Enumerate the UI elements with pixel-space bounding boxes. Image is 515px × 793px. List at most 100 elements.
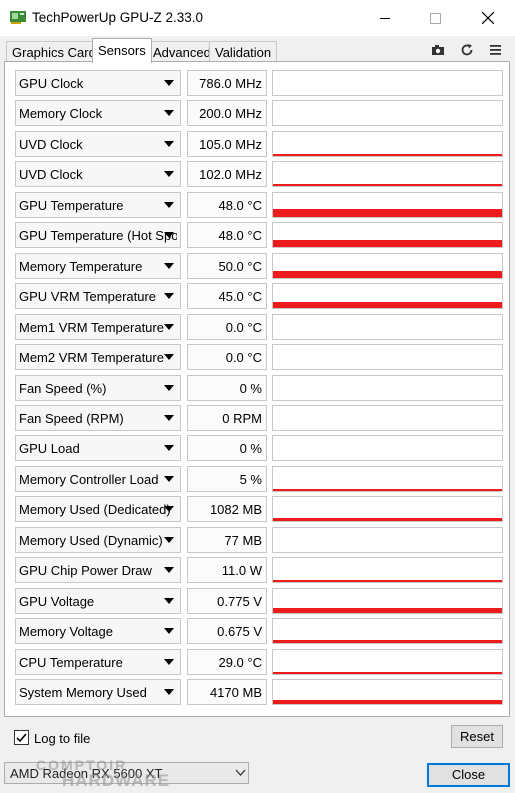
sensor-name-dropdown[interactable]: GPU Voltage — [15, 588, 181, 614]
dropdown-arrow-icon — [164, 80, 174, 86]
maximize-icon — [429, 12, 441, 24]
sensor-value-cell: 48.0 °C — [187, 192, 267, 218]
sensor-graph — [272, 649, 503, 675]
refresh-icon[interactable] — [459, 42, 475, 58]
sensor-row: Fan Speed (RPM) 0 RPM — [15, 405, 503, 431]
tab-advanced[interactable]: Advanced — [147, 41, 217, 62]
dropdown-arrow-icon — [164, 628, 174, 634]
log-to-file-checkbox[interactable] — [14, 730, 29, 745]
sensor-value-cell: 102.0 MHz — [187, 161, 267, 187]
dropdown-arrow-icon — [164, 263, 174, 269]
sensor-name-dropdown[interactable]: Memory Controller Load — [15, 466, 181, 492]
sensor-row: Memory Voltage 0.675 V — [15, 618, 503, 644]
sensor-graph-fill — [273, 240, 502, 247]
sensor-graph — [272, 466, 503, 492]
sensor-value: 77 MB — [224, 533, 262, 548]
sensor-name: UVD Clock — [19, 167, 83, 182]
sensor-value: 5 % — [239, 472, 262, 487]
sensor-value-cell: 1082 MB — [187, 496, 267, 522]
dropdown-arrow-icon — [164, 598, 174, 604]
sensor-name-dropdown[interactable]: Memory Used (Dedicated) — [15, 496, 181, 522]
sensor-graph-fill — [273, 672, 502, 674]
sensor-row: CPU Temperature 29.0 °C — [15, 649, 503, 675]
sensor-row: Memory Controller Load 5 % — [15, 466, 503, 492]
sensor-name-dropdown[interactable]: Mem2 VRM Temperature — [15, 344, 181, 370]
sensor-name-dropdown[interactable]: Fan Speed (RPM) — [15, 405, 181, 431]
sensor-graph-fill — [273, 518, 502, 521]
sensor-name-dropdown[interactable]: GPU Load — [15, 435, 181, 461]
close-button[interactable]: Close — [427, 763, 510, 787]
sensor-value: 50.0 °C — [218, 259, 262, 274]
sensor-graph-fill — [273, 580, 502, 582]
sensor-value-cell: 0 RPM — [187, 405, 267, 431]
sensor-name-dropdown[interactable]: Mem1 VRM Temperature — [15, 314, 181, 340]
sensor-graph — [272, 435, 503, 461]
sensor-value-cell: 29.0 °C — [187, 649, 267, 675]
reset-button[interactable]: Reset — [451, 725, 503, 748]
sensor-value-cell: 11.0 W — [187, 557, 267, 583]
sensor-name-dropdown[interactable]: Memory Temperature — [15, 253, 181, 279]
sensor-graph-fill — [273, 640, 502, 643]
sensor-name-dropdown[interactable]: CPU Temperature — [15, 649, 181, 675]
sensor-name-dropdown[interactable]: Memory Clock — [15, 100, 181, 126]
sensor-graph — [272, 405, 503, 431]
dropdown-arrow-icon — [164, 689, 174, 695]
log-to-file-label[interactable]: Log to file — [34, 731, 91, 746]
sensor-value-cell: 0 % — [187, 435, 267, 461]
sensor-row: GPU Voltage 0.775 V — [15, 588, 503, 614]
sensor-row: Memory Used (Dedicated) 1082 MB — [15, 496, 503, 522]
sensor-name-dropdown[interactable]: GPU VRM Temperature — [15, 283, 181, 309]
dropdown-arrow-icon — [164, 445, 174, 451]
sensor-name-dropdown[interactable]: GPU Clock — [15, 70, 181, 96]
sensor-value: 11.0 W — [221, 563, 262, 578]
close-window-button[interactable] — [463, 0, 513, 36]
sensor-name-dropdown[interactable]: GPU Temperature (Hot Spot) — [15, 222, 181, 248]
sensor-row: Mem2 VRM Temperature 0.0 °C — [15, 344, 503, 370]
sensor-name-dropdown[interactable]: Memory Voltage — [15, 618, 181, 644]
sensor-name-dropdown[interactable]: GPU Temperature — [15, 192, 181, 218]
sensor-graph — [272, 344, 503, 370]
tab-validation[interactable]: Validation — [209, 41, 278, 62]
close-icon — [482, 12, 494, 24]
sensor-row: GPU VRM Temperature 45.0 °C — [15, 283, 503, 309]
sensor-graph — [272, 527, 503, 553]
sensor-name-dropdown[interactable]: Fan Speed (%) — [15, 375, 181, 401]
dropdown-arrow-icon — [164, 659, 174, 665]
tab-graphics-card[interactable]: Graphics Card — [6, 41, 102, 62]
sensor-name-dropdown[interactable]: GPU Chip Power Draw — [15, 557, 181, 583]
tab-sensors[interactable]: Sensors — [92, 38, 152, 63]
sensor-row: Memory Clock 200.0 MHz — [15, 100, 503, 126]
sensor-value-cell: 200.0 MHz — [187, 100, 267, 126]
sensor-name-dropdown[interactable]: UVD Clock — [15, 131, 181, 157]
sensor-value: 0.0 °C — [225, 350, 262, 365]
sensor-name-dropdown[interactable]: System Memory Used — [15, 679, 181, 705]
sensor-row: UVD Clock 105.0 MHz — [15, 131, 503, 157]
sensor-row: Memory Used (Dynamic) 77 MB — [15, 527, 503, 553]
sensor-value: 786.0 MHz — [199, 76, 262, 91]
sensor-graph — [272, 131, 503, 157]
sensor-graph — [272, 100, 503, 126]
sensor-name: GPU VRM Temperature — [19, 289, 157, 304]
sensor-name-dropdown[interactable]: UVD Clock — [15, 161, 181, 187]
gpu-card-icon — [10, 11, 26, 24]
sensor-value: 29.0 °C — [218, 655, 262, 670]
dropdown-arrow-icon — [164, 110, 174, 116]
camera-icon[interactable] — [430, 42, 446, 58]
sensor-graph — [272, 70, 503, 96]
device-select[interactable]: AMD Radeon RX 5600 XT — [4, 762, 249, 784]
sensor-row: Fan Speed (%) 0 % — [15, 375, 503, 401]
sensor-row: System Memory Used 4170 MB — [15, 679, 503, 705]
sensor-value-cell: 0.675 V — [187, 618, 267, 644]
sensor-value-cell: 0.0 °C — [187, 344, 267, 370]
sensor-row: GPU Chip Power Draw 11.0 W — [15, 557, 503, 583]
sensor-name-dropdown[interactable]: Memory Used (Dynamic) — [15, 527, 181, 553]
sensor-graph-fill — [273, 154, 502, 156]
sensor-row: Memory Temperature 50.0 °C — [15, 253, 503, 279]
maximize-button[interactable] — [410, 0, 460, 36]
sensor-value: 0.0 °C — [225, 320, 262, 335]
sensor-row: UVD Clock 102.0 MHz — [15, 161, 503, 187]
minimize-button[interactable] — [360, 0, 410, 36]
menu-icon[interactable] — [488, 42, 504, 58]
sensor-value-cell: 45.0 °C — [187, 283, 267, 309]
sensor-value-cell: 786.0 MHz — [187, 70, 267, 96]
